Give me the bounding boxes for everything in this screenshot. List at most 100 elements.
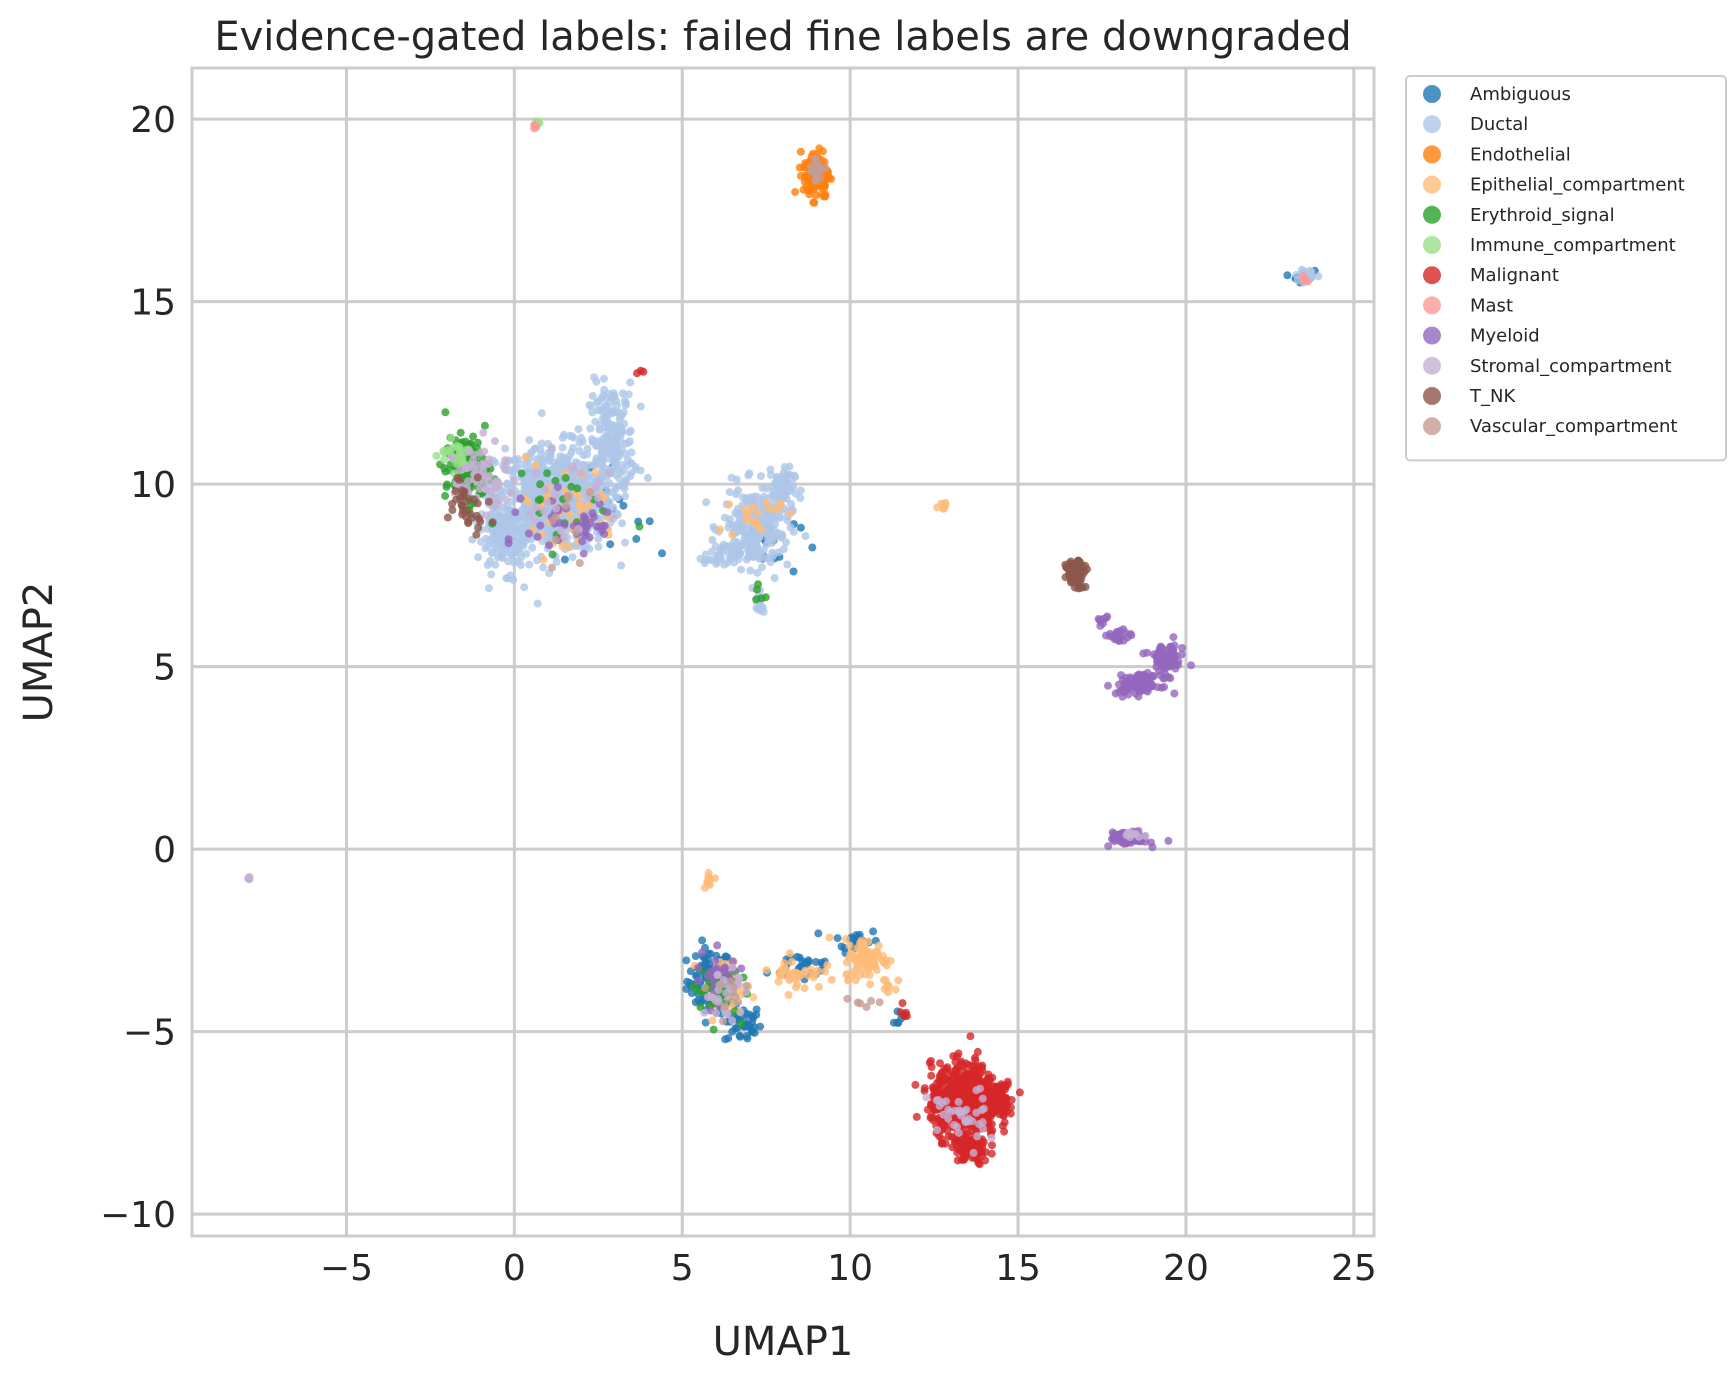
data-point: [565, 543, 573, 552]
data-point: [1069, 563, 1078, 572]
data-point: [694, 976, 703, 985]
data-point: [609, 503, 618, 512]
data-point: [937, 1139, 946, 1148]
data-point: [526, 509, 535, 518]
x-tick-labels: −5 0 5 10 15 20 25: [320, 1248, 1377, 1289]
data-point: [963, 1085, 972, 1094]
data-point: [505, 547, 514, 556]
data-point: [551, 535, 560, 544]
legend-marker: [1423, 296, 1441, 315]
data-point: [773, 528, 782, 537]
data-point: [734, 973, 743, 982]
data-point: [1006, 1109, 1015, 1118]
data-point: [1120, 679, 1129, 688]
data-point: [891, 985, 900, 994]
data-point: [756, 1022, 765, 1031]
data-point: [734, 555, 743, 563]
data-point: [585, 401, 594, 409]
data-point: [562, 501, 571, 510]
data-point: [486, 556, 495, 565]
data-point: [618, 389, 627, 398]
data-point: [448, 499, 457, 508]
data-point: [782, 538, 791, 547]
data-point: [732, 490, 740, 498]
data-point: [812, 154, 821, 163]
data-point: [837, 942, 846, 951]
data-point: [772, 505, 781, 514]
data-point: [1169, 633, 1178, 642]
data-point: [731, 522, 739, 531]
data-point: [548, 563, 556, 572]
plot-frame: [190, 66, 1376, 1238]
data-point: [778, 480, 787, 489]
data-point: [440, 464, 449, 473]
data-point: [716, 980, 725, 989]
data-point: [785, 462, 794, 471]
data-point: [823, 961, 832, 970]
data-point: [594, 542, 603, 551]
data-point: [711, 956, 720, 965]
data-point: [509, 575, 518, 584]
data-point: [517, 553, 525, 562]
data-point: [862, 958, 870, 967]
data-point: [691, 952, 700, 961]
data-point: [939, 504, 948, 513]
data-point: [852, 965, 861, 974]
data-point: [979, 1104, 988, 1113]
grid-lines: [192, 68, 1374, 1236]
data-point: [609, 448, 618, 457]
data-point: [845, 941, 854, 950]
data-point: [704, 949, 713, 958]
data-point: [532, 468, 541, 477]
data-point: [775, 492, 784, 501]
data-point: [740, 528, 749, 537]
data-point: [926, 1057, 935, 1065]
data-point: [558, 542, 567, 551]
data-point: [1127, 631, 1136, 640]
data-point: [635, 522, 644, 531]
data-point: [700, 883, 709, 892]
data-point: [786, 523, 795, 532]
data-point: [645, 517, 654, 526]
data-point: [783, 516, 792, 525]
series-vascular-compartment: [548, 154, 884, 1026]
data-point: [539, 563, 548, 572]
legend-label: Erythroid_signal: [1470, 205, 1615, 226]
data-point: [725, 500, 733, 509]
data-point: [636, 402, 645, 411]
plot-area: [192, 68, 1374, 1236]
data-point: [592, 377, 601, 386]
legend-marker: [1423, 175, 1441, 194]
data-point: [532, 503, 541, 512]
data-point: [973, 1047, 982, 1056]
data-point: [798, 957, 807, 966]
data-point: [457, 500, 466, 509]
data-point: [626, 378, 635, 387]
data-point: [864, 937, 873, 946]
data-point: [469, 432, 478, 441]
legend-label: Vascular_compartment: [1470, 416, 1678, 437]
data-point: [602, 394, 611, 403]
y-tick-label: 5: [153, 648, 176, 689]
data-point: [533, 532, 542, 541]
data-point: [620, 479, 629, 487]
data-point: [1132, 676, 1141, 685]
data-point: [742, 981, 751, 990]
data-point: [841, 935, 850, 943]
data-point: [713, 994, 722, 1003]
data-point: [621, 492, 630, 501]
data-point: [792, 983, 800, 992]
data-point: [898, 999, 907, 1008]
data-point: [961, 1059, 970, 1068]
data-point: [974, 1159, 983, 1168]
data-point: [511, 508, 520, 517]
data-point: [581, 528, 590, 537]
data-point: [765, 513, 774, 522]
data-point: [998, 1121, 1007, 1130]
data-point: [698, 936, 707, 945]
data-point: [776, 968, 784, 977]
data-point: [543, 469, 552, 478]
data-point: [723, 543, 732, 551]
data-point: [799, 163, 808, 172]
x-tick-label: 15: [995, 1248, 1041, 1289]
